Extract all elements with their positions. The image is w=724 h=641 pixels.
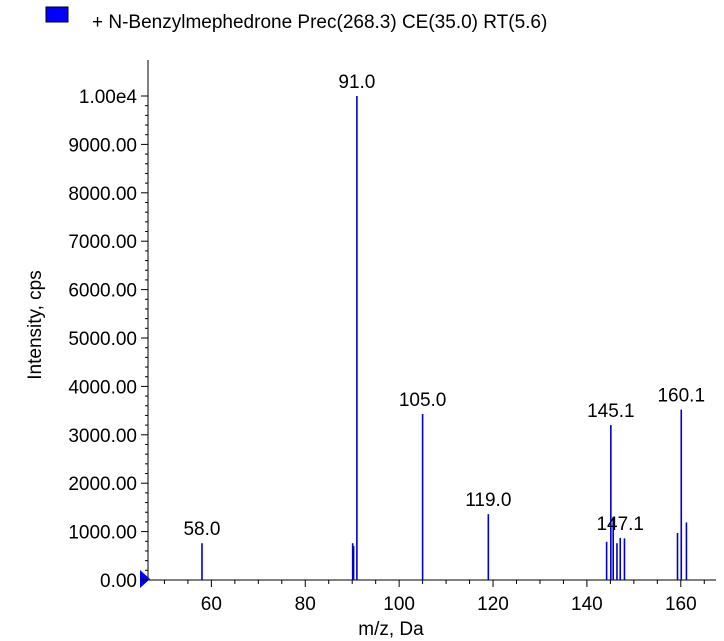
y-tick-label: 3000.00 <box>68 426 137 447</box>
x-axis-title: m/z, Da <box>358 619 424 640</box>
peak-label: 119.0 <box>465 490 511 511</box>
y-axis-title: Intensity, cps <box>25 270 46 379</box>
y-tick-label: 8000.00 <box>68 184 137 205</box>
y-tick-label: 1.00e4 <box>79 87 138 108</box>
x-tick-label: 120 <box>477 594 509 615</box>
peak-label: 105.0 <box>399 390 447 411</box>
x-tick-label: 100 <box>383 594 415 615</box>
y-tick-label: 6000.00 <box>68 281 137 302</box>
y-tick-label: 0.00 <box>100 571 137 592</box>
axes <box>140 60 716 588</box>
peak-label: 145.1 <box>587 401 635 422</box>
y-tick-label: 4000.00 <box>68 377 137 398</box>
peak-label: 91.0 <box>338 72 375 93</box>
legend-label: + N-Benzylmephedrone Prec(268.3) CE(35.0… <box>92 12 547 33</box>
y-tick-label: 5000.00 <box>68 329 137 350</box>
y-tick-label: 1000.00 <box>68 523 137 544</box>
y-tick-label: 9000.00 <box>68 135 137 156</box>
peak-label: 147.1 <box>596 514 644 535</box>
x-tick-label: 60 <box>201 594 222 615</box>
spectrum-peaks <box>201 96 688 580</box>
legend: + N-Benzylmephedrone Prec(268.3) CE(35.0… <box>45 6 547 33</box>
y-tick-label: 7000.00 <box>68 232 137 253</box>
y-axis-ticks: 0.00 1000.00 2000.00 3000.00 4000.00 5000.00 6… <box>68 87 148 592</box>
x-axis-ticks: 60 80 100 120 140 160 <box>163 580 705 615</box>
peak-label: 58.0 <box>183 519 220 540</box>
x-tick-label: 80 <box>295 594 316 615</box>
legend-swatch <box>45 6 69 23</box>
y-tick-label: 2000.00 <box>68 474 137 495</box>
axis-origin-marker <box>140 570 150 588</box>
x-tick-label: 160 <box>665 594 697 615</box>
peak-label: 160.1 <box>657 386 705 407</box>
x-tick-label: 140 <box>571 594 603 615</box>
peak-labels: 58.0 91.0 105.0 119.0 145.1 147.1 160.1 <box>183 72 705 540</box>
